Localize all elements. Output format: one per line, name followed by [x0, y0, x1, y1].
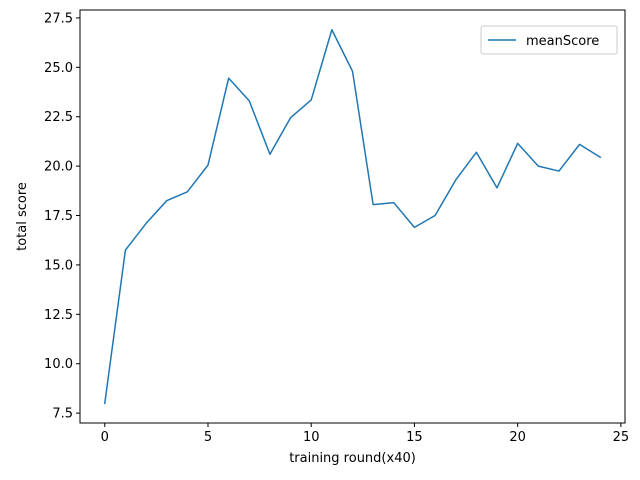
- data-point: [351, 69, 355, 73]
- data-point: [433, 214, 437, 218]
- data-point: [227, 76, 231, 80]
- y-tick-label: 20.0: [44, 160, 73, 175]
- series-layer: [103, 28, 602, 405]
- data-point: [103, 401, 107, 405]
- x-tick-label: 10: [303, 430, 320, 445]
- y-tick-label: 10.0: [44, 357, 73, 372]
- data-point: [289, 116, 293, 120]
- data-point: [578, 142, 582, 146]
- x-tick-label: 25: [613, 430, 630, 445]
- data-point: [144, 221, 148, 225]
- x-axis-label: training round(x40): [289, 451, 416, 466]
- data-point: [392, 201, 396, 205]
- x-tick-label: 0: [101, 430, 109, 445]
- data-point: [123, 248, 127, 252]
- y-tick-label: 17.5: [44, 209, 73, 224]
- data-point: [247, 99, 251, 103]
- data-point: [371, 203, 375, 207]
- y-tick-label: 27.5: [44, 11, 73, 26]
- data-point: [474, 150, 478, 154]
- data-point: [185, 190, 189, 194]
- data-point: [495, 186, 499, 190]
- data-point: [268, 152, 272, 156]
- legend: meanScore: [480, 25, 618, 55]
- legend-box: [480, 25, 618, 55]
- y-axis-label: total score: [15, 182, 30, 251]
- y-tick-label: 22.5: [44, 110, 73, 125]
- y-tick-label: 15.0: [44, 258, 73, 273]
- data-point: [598, 155, 602, 159]
- data-point: [309, 98, 313, 102]
- data-point: [412, 225, 416, 229]
- plot-frame: [79, 9, 626, 424]
- y-tick-label: 25.0: [44, 61, 73, 76]
- x-tick-label: 20: [509, 430, 526, 445]
- data-point: [330, 28, 334, 32]
- data-point: [165, 199, 169, 203]
- data-point: [454, 178, 458, 182]
- data-point: [536, 164, 540, 168]
- x-tick-label: 5: [204, 430, 212, 445]
- x-tick-label: 15: [406, 430, 423, 445]
- data-point: [516, 141, 520, 145]
- data-point: [206, 163, 210, 167]
- y-axis-ticks: 7.5 10.0 12.5 15.0 17.5 20.0 22.5 25.0 27.5: [44, 11, 80, 422]
- data-point: [557, 169, 561, 173]
- plot-area: [80, 10, 625, 423]
- series-line-meanscore: [103, 29, 602, 405]
- y-tick-label: 12.5: [44, 308, 73, 323]
- legend-entry-meanscore: meanScore: [526, 34, 599, 49]
- x-axis-ticks: 0 5 10 15 20 25: [101, 423, 630, 445]
- y-tick-label: 7.5: [52, 407, 73, 422]
